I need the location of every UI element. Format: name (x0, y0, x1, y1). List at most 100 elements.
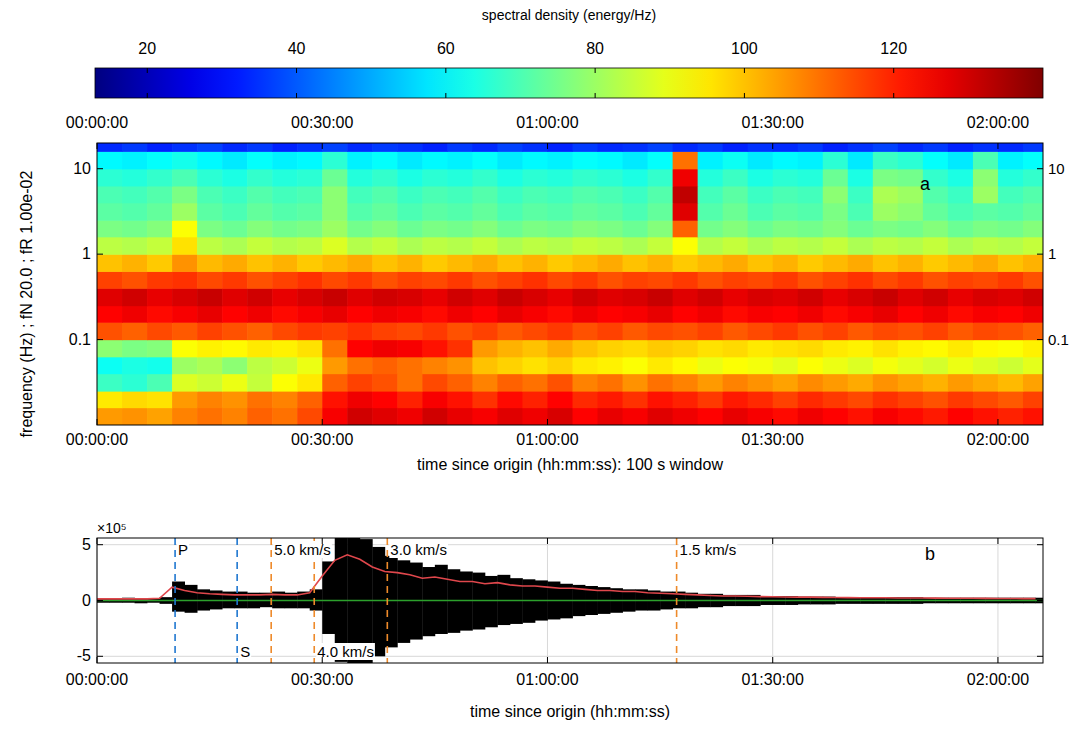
heatmap-cell (698, 186, 724, 203)
heatmap-cell (372, 408, 398, 425)
heatmap-cell (948, 143, 974, 152)
heatmap-cell (998, 220, 1024, 237)
heatmap-cell (573, 374, 599, 392)
heatmap-cell (297, 169, 323, 187)
heatmap-cell (122, 340, 148, 358)
heatmap-cell (372, 288, 398, 306)
heatmap-cell (948, 322, 974, 340)
heatmap-cell (447, 186, 473, 203)
colorbar-label: spectral density (energy/Hz) (482, 7, 656, 23)
heatmap-cell (97, 322, 123, 340)
heatmap-cell (873, 237, 899, 255)
figure: spectral density (energy/Hz)204060801001… (0, 0, 1083, 743)
heatmap-cell (472, 340, 498, 358)
heatmap-cell (447, 151, 473, 169)
heatmap-cell (823, 271, 849, 288)
heatmap-cell (347, 169, 373, 187)
heatmap-cell (948, 271, 974, 288)
x-tick (97, 538, 98, 544)
heatmap-cell (898, 391, 924, 408)
heatmap-cell (347, 288, 373, 306)
heatmap-cell (247, 374, 273, 392)
heatmap-cell (823, 322, 849, 340)
heatmap-cell (698, 391, 724, 408)
heatmap-cell (573, 306, 599, 323)
heatmap-cell (522, 237, 548, 255)
heatmap-cell (522, 169, 548, 187)
heatmap-cell (472, 220, 498, 237)
heatmap-cell (773, 186, 799, 203)
heatmap-cell (773, 306, 799, 323)
heatmap-cell (748, 271, 774, 288)
heatmap-cell (823, 357, 849, 374)
colorbar-tick-label: 120 (880, 40, 907, 57)
heatmap-cell (598, 322, 624, 340)
heatmap-cell (573, 288, 599, 306)
heatmap-cell (748, 254, 774, 272)
heatmap-cell (873, 151, 899, 169)
heatmap-cell (422, 151, 448, 169)
heatmap-cell (673, 220, 699, 237)
heatmap-cell (122, 151, 148, 169)
heatmap-cell (573, 220, 599, 237)
heatmap-cell (97, 220, 123, 237)
heatmap-cell (222, 408, 248, 425)
heatmap-cell (998, 340, 1024, 358)
heatmap-cell (122, 306, 148, 323)
heatmap-cell (97, 408, 123, 425)
heatmap-cell (1023, 271, 1043, 288)
heatmap-cell (272, 169, 298, 187)
heatmap-cell (823, 237, 849, 255)
heatmap-cell (948, 151, 974, 169)
heatmap-cell (573, 169, 599, 187)
heatmap-cell (347, 306, 373, 323)
heatmap-cell (948, 357, 974, 374)
heatmap-cell (397, 254, 423, 272)
heatmap-cell (422, 408, 448, 425)
heatmap-cell (422, 357, 448, 374)
x-tick-label-top: 00:00:00 (66, 114, 128, 131)
heatmap-cell (973, 186, 999, 203)
heatmap-cell (122, 271, 148, 288)
heatmap-cell (147, 186, 173, 203)
heatmap-cell (272, 220, 298, 237)
heatmap-cell (297, 288, 323, 306)
heatmap-cell (197, 288, 223, 306)
heatmap-cell (698, 374, 724, 392)
heatmap-cell (247, 203, 273, 221)
x-tick (997, 419, 998, 425)
colorbar-tick-label: 80 (586, 40, 604, 57)
heatmap-cell (372, 237, 398, 255)
heatmap-cell (898, 374, 924, 392)
heatmap-cell (172, 408, 198, 425)
heatmap-cell (122, 408, 148, 425)
heatmap-cell (798, 271, 824, 288)
heatmap-cell (948, 186, 974, 203)
heatmap-cell (773, 374, 799, 392)
heatmap-cell (598, 186, 624, 203)
colorbar-tick (147, 68, 148, 73)
heatmap-cell (998, 186, 1024, 203)
heatmap-cell (798, 391, 824, 408)
heatmap-cell (272, 151, 298, 169)
heatmap-cell (698, 306, 724, 323)
heatmap-cell (923, 203, 949, 221)
trace-segment (172, 582, 185, 612)
phase-line (270, 538, 272, 663)
heatmap-cell (723, 143, 749, 152)
heatmap-cell (197, 254, 223, 272)
heatmap-cell (522, 357, 548, 374)
heatmap-cell (272, 237, 298, 255)
heatmap-cell (848, 186, 874, 203)
heatmap-cell (222, 322, 248, 340)
heatmap-cell (973, 254, 999, 272)
heatmap-cell (422, 169, 448, 187)
phase-label: P (178, 541, 188, 558)
heatmap-cell (347, 357, 373, 374)
heatmap-cell (322, 254, 348, 272)
heatmap-cell (923, 391, 949, 408)
x-tick (97, 143, 98, 149)
y-tick-label: 1 (82, 245, 91, 262)
heatmap-cell (848, 408, 874, 425)
heatmap-cell (973, 408, 999, 425)
